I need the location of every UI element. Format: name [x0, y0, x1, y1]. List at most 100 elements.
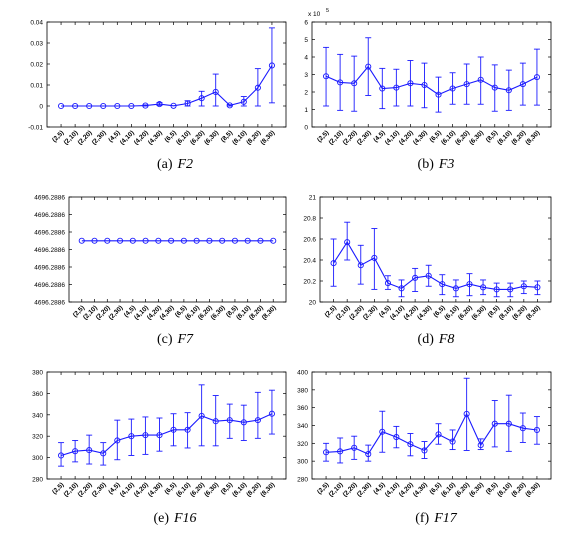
x-tick-label: (4,10): [119, 129, 136, 146]
series-line: [325, 65, 538, 96]
data-point: [357, 262, 364, 269]
x-tick-label: (2,10): [335, 304, 352, 321]
x-tick-label: (8,30): [525, 304, 542, 321]
y-tick-label: 400: [297, 370, 308, 377]
data-point: [463, 81, 470, 88]
x-tick-label: (8,10): [498, 304, 515, 321]
data-point: [86, 102, 93, 110]
data-point: [439, 281, 446, 288]
x-tick-label: (2,20): [77, 129, 94, 146]
x-tick-label: (6,20): [454, 129, 471, 146]
x-tick-label: (4,10): [119, 481, 136, 498]
data-point: [393, 84, 400, 91]
data-point: [91, 237, 98, 244]
x-tick-label: (6,20): [189, 481, 206, 498]
panel-a: (a) F2 -0.0100.010.020.030.04(2,5)(2,10)(…: [28, 20, 287, 172]
data-point: [463, 410, 470, 417]
data-point: [477, 76, 484, 83]
y-tick-label: -0.01: [28, 125, 43, 132]
y-tick-label: 4696.2886: [34, 282, 65, 289]
x-tick-label: (8,20): [511, 304, 528, 321]
y-tick-label: 4696.2886: [34, 247, 65, 254]
data-point: [477, 442, 484, 449]
x-tick-label: (4,30): [147, 129, 164, 146]
plot-frame: [46, 21, 287, 128]
data-point: [104, 237, 111, 244]
data-point: [398, 285, 405, 292]
y-exponent-label: x 10: [308, 11, 321, 18]
x-tick-label: (2,30): [91, 129, 108, 146]
data-point: [421, 447, 428, 454]
data-point: [58, 102, 65, 110]
y-tick-label: 20.8: [303, 216, 316, 223]
data-point: [226, 102, 233, 109]
y-tick-label: 300: [32, 455, 43, 462]
x-tick-label: (8,10): [231, 481, 248, 498]
y-tick-label: 340: [297, 423, 308, 430]
plot-frame: [319, 196, 552, 303]
data-point: [379, 85, 386, 92]
x-tick-label: (4,20): [133, 481, 150, 498]
x-tick-label: (8,30): [261, 304, 278, 321]
plot-frame: [46, 371, 287, 480]
data-point: [323, 73, 330, 80]
data-point: [184, 100, 191, 107]
y-tick-label: 280: [32, 477, 43, 484]
data-point: [520, 283, 527, 290]
data-point: [371, 254, 378, 261]
data-point: [212, 88, 219, 95]
caption-b: (b) F3: [418, 157, 455, 172]
data-point: [435, 431, 442, 438]
y-tick-label: 20.4: [303, 258, 316, 265]
x-tick-label: (8,30): [259, 481, 276, 498]
data-point: [466, 281, 473, 288]
data-point: [114, 102, 121, 110]
data-point: [337, 79, 344, 86]
x-tick-label: (6,10): [443, 304, 460, 321]
data-point: [254, 417, 261, 424]
data-point: [534, 284, 541, 291]
y-tick-label: 4696.2886: [34, 265, 65, 272]
data-point: [58, 452, 65, 459]
y-tick-label: 20.6: [303, 237, 316, 244]
x-tick-label: (2,10): [63, 481, 80, 498]
y-tick-label: 20.2: [303, 279, 316, 286]
caption-f: (f) F17: [415, 511, 458, 526]
y-tick-label: 300: [297, 459, 308, 466]
x-tick-label: (6,30): [468, 129, 485, 146]
data-point: [365, 63, 372, 70]
data-point: [142, 237, 149, 244]
y-tick-label: 340: [32, 412, 43, 419]
x-tick-label: (4,30): [159, 304, 176, 321]
series-line: [333, 241, 538, 290]
x-tick-label: (2,10): [63, 129, 80, 146]
x-tick-label: (8,20): [510, 481, 527, 498]
data-point: [480, 284, 487, 291]
data-point: [407, 80, 414, 87]
data-point: [505, 420, 512, 427]
x-tick-label: (6,30): [468, 481, 485, 498]
data-point: [379, 428, 386, 435]
y-tick-label: 280: [297, 477, 308, 484]
data-point: [226, 417, 233, 424]
data-point: [193, 237, 200, 244]
x-tick-label: (6,30): [203, 129, 220, 146]
data-point: [270, 237, 277, 244]
data-point: [100, 450, 107, 457]
y-tick-label: 360: [297, 405, 308, 412]
data-point: [507, 286, 514, 293]
x-tick-label: (6,30): [471, 304, 488, 321]
data-point: [72, 102, 79, 110]
x-tick-label: (4,30): [412, 129, 429, 146]
data-point: [519, 425, 526, 432]
data-point: [156, 432, 163, 439]
data-point: [198, 412, 205, 419]
x-tick-label: (8,30): [524, 481, 541, 498]
y-tick-label: 360: [32, 391, 43, 398]
data-point: [142, 102, 149, 109]
x-tick-label: (4,20): [133, 129, 150, 146]
x-tick-label: (2,20): [77, 481, 94, 498]
x-tick-label: (8,20): [245, 129, 262, 146]
x-tick-label: (2,30): [108, 304, 125, 321]
